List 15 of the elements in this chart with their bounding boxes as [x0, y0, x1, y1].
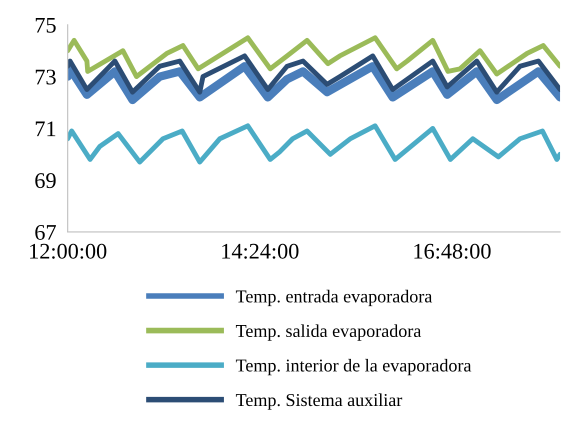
y-tick-label: 75: [36, 18, 56, 33]
y-tick-label: 71: [36, 121, 56, 136]
legend-label: Temp. entrada evaporadora: [236, 290, 432, 306]
line-series: [68, 53, 560, 95]
y-tick-label: 67: [35, 224, 56, 240]
x-tick-label: 16:48:00: [414, 244, 491, 259]
y-tick-label: 73: [36, 70, 56, 85]
y-tick-label: 69: [35, 173, 56, 188]
legend-label: Temp. salida evaporadora: [236, 324, 422, 341]
legend-label: Temp. interior de la evaporadora: [236, 358, 472, 376]
line-series: [68, 35, 560, 80]
legend-label: Temp. Sistema auxiliar: [236, 393, 402, 410]
x-tick-label: 12:00:00: [30, 244, 106, 259]
line-series: [68, 123, 560, 164]
x-tick-label: 14:24:00: [222, 244, 298, 259]
